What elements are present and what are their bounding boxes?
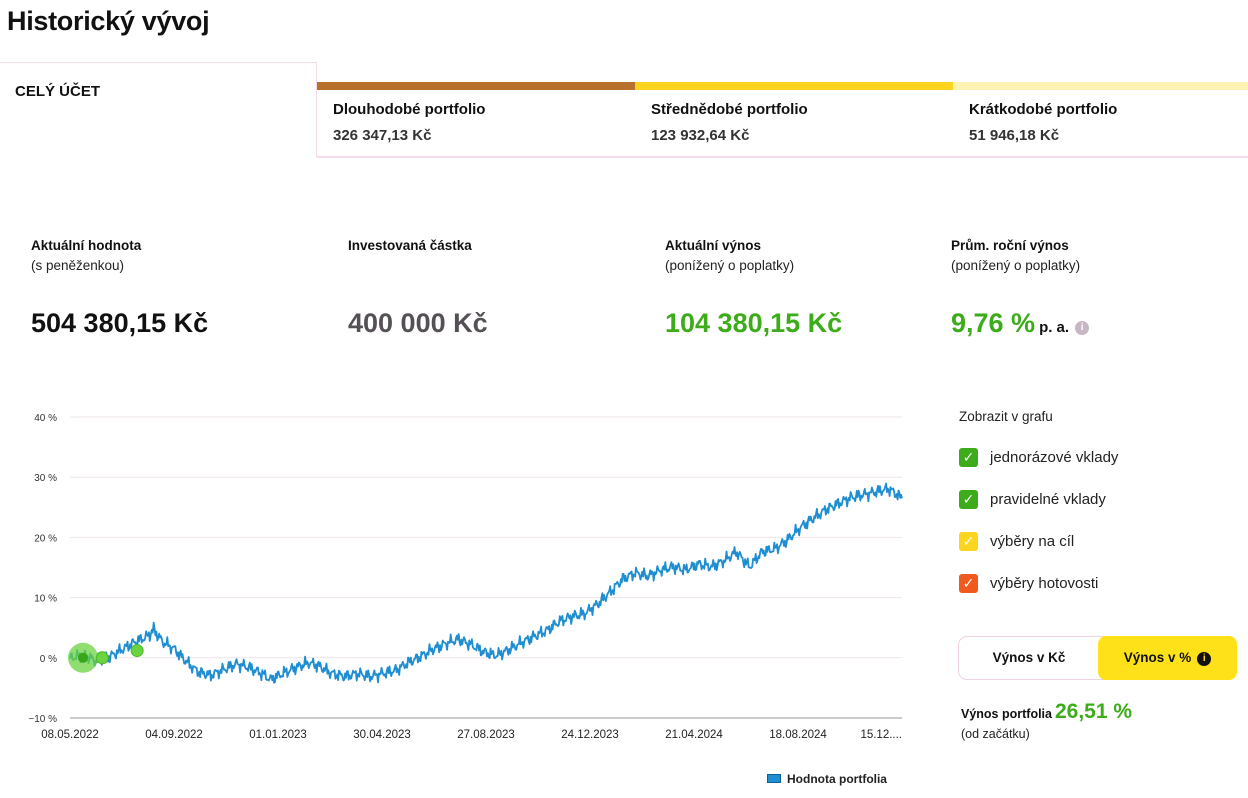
- checkbox-icon[interactable]: ✓: [959, 447, 978, 467]
- x-tick-label: 01.01.2023: [249, 729, 307, 741]
- tab-color-bar: [317, 82, 635, 90]
- tab-long-term-portfolio[interactable]: Dlouhodobé portfolio 326 347,13 Kč: [317, 82, 635, 156]
- x-tick-label: 24.12.2023: [561, 729, 619, 741]
- metric-title: Investovaná částka: [348, 238, 472, 253]
- x-tick-label: 18.08.2024: [769, 729, 827, 741]
- checkbox-icon[interactable]: ✓: [959, 531, 978, 551]
- y-tick-label: 10 %: [34, 594, 57, 605]
- deposit-marker: [130, 644, 144, 658]
- metric-current-value: Aktuální hodnota (s peněženkou) 504 380,…: [31, 236, 321, 338]
- yield-in-czk-button[interactable]: Výnos v Kč: [992, 650, 1066, 665]
- legend-swatch: [767, 774, 781, 783]
- x-tick-label: 08.05.2022: [41, 729, 99, 741]
- metric-current-yield: Aktuální výnos (ponížený o poplatky) 104…: [665, 236, 955, 338]
- yield-in-percent-button[interactable]: Výnos v % i: [1098, 636, 1237, 680]
- y-tick-label: 40 %: [34, 413, 57, 424]
- tab-portfolio-name: Krátkodobé portfolio: [969, 101, 1118, 118]
- tab-portfolio-value: 123 932,64 Kč: [651, 127, 750, 144]
- yield-in-percent-label: Výnos v %: [1123, 650, 1192, 665]
- y-tick-label: −10 %: [28, 714, 57, 725]
- tab-portfolio-name: Střednědobé portfolio: [651, 101, 808, 118]
- portfolio-yield: Výnos portfolia 26,51 %: [961, 700, 1132, 724]
- checkbox-icon[interactable]: ✓: [959, 573, 978, 593]
- metric-subtitle: (ponížený o poplatky): [665, 258, 795, 273]
- portfolio-yield-note: (od začátku): [961, 727, 1030, 741]
- history-chart: 40 % 30 % 20 % 10 % 0 % −10 % 08.05.2022 04.09.…: [0, 400, 910, 798]
- metric-invested-amount: Investovaná částka 400 000 Kč: [348, 236, 638, 338]
- metric-subtitle: (ponížený o poplatky): [951, 258, 1081, 273]
- metric-title: Aktuální výnos: [665, 238, 762, 253]
- page-title: Historický vývoj: [7, 6, 210, 36]
- metric-value-suffix: p. a.: [1039, 319, 1070, 336]
- metric-value: 9,76 %: [951, 308, 1036, 338]
- checkbox-regular-deposits[interactable]: ✓ pravidelné vklady: [959, 489, 1106, 509]
- y-tick-label: 20 %: [34, 533, 57, 544]
- checkbox-cash-withdrawals[interactable]: ✓ výběry hotovosti: [959, 573, 1098, 593]
- metric-avg-annual-yield: Prům. roční výnos (ponížený o poplatky) …: [951, 236, 1241, 338]
- metric-value-row: 9,76 % p. a. i: [951, 308, 1090, 339]
- checkbox-label: výběry na cíl: [990, 532, 1075, 550]
- history-chart-svg: 40 % 30 % 20 % 10 % 0 % −10 % 08.05.2022 04.09.…: [28, 413, 903, 741]
- y-tick-label: 30 %: [34, 473, 57, 484]
- deposit-marker-center: [78, 652, 88, 663]
- checkbox-label: jednorázové vklady: [990, 448, 1119, 466]
- series-line-portfolio-value: [69, 482, 903, 684]
- chart-options-title: Zobrazit v grafu: [959, 409, 1053, 424]
- legend-label: Hodnota portfolia: [787, 772, 887, 786]
- checkbox-one-time-deposits[interactable]: ✓ jednorázové vklady: [959, 447, 1118, 467]
- info-icon[interactable]: i: [1075, 321, 1090, 335]
- x-tick-label: 30.04.2023: [353, 729, 411, 741]
- checkbox-label: výběry hotovosti: [990, 574, 1099, 592]
- x-tick-label: 15.12....: [860, 729, 902, 741]
- checkbox-goal-withdrawals[interactable]: ✓ výběry na cíl: [959, 531, 1074, 551]
- metric-title: Prům. roční výnos: [951, 238, 1069, 253]
- tab-color-bar: [953, 82, 1248, 90]
- portfolio-yield-value: 26,51 %: [1054, 700, 1133, 723]
- tab-whole-account[interactable]: CELÝ ÚČET: [0, 62, 317, 158]
- tab-color-bar: [635, 82, 953, 90]
- tab-portfolio-value: 326 347,13 Kč: [333, 127, 432, 144]
- portfolio-tabs: Dlouhodobé portfolio 326 347,13 Kč Střed…: [316, 82, 1248, 158]
- x-tick-label: 21.04.2024: [665, 729, 723, 741]
- tab-mid-term-portfolio[interactable]: Střednědobé portfolio 123 932,64 Kč: [635, 82, 953, 156]
- metric-value: 104 380,15 Kč: [665, 308, 843, 338]
- metric-subtitle: (s peněženkou): [31, 258, 125, 273]
- checkbox-label: pravidelné vklady: [990, 490, 1106, 508]
- checkbox-icon[interactable]: ✓: [959, 489, 978, 509]
- x-tick-label: 27.08.2023: [457, 729, 515, 741]
- tab-whole-account-label: CELÝ ÚČET: [15, 83, 101, 100]
- portfolio-yield-label: Výnos portfolia: [961, 707, 1052, 721]
- tab-short-term-portfolio[interactable]: Krátkodobé portfolio 51 946,18 Kč: [953, 82, 1248, 156]
- tab-portfolio-name: Dlouhodobé portfolio: [333, 101, 486, 118]
- chart-legend[interactable]: Hodnota portfolia: [767, 772, 887, 786]
- x-tick-label: 04.09.2022: [145, 729, 203, 741]
- metric-value: 504 380,15 Kč: [31, 308, 209, 338]
- metric-value: 400 000 Kč: [348, 308, 488, 338]
- deposit-marker: [95, 651, 109, 665]
- info-icon[interactable]: i: [1197, 652, 1212, 666]
- yield-unit-toggle: Výnos v Kč Výnos v % i: [958, 636, 1237, 680]
- tab-portfolio-value: 51 946,18 Kč: [969, 127, 1060, 144]
- y-tick-label: 0 %: [40, 654, 57, 665]
- metric-title: Aktuální hodnota: [31, 238, 142, 253]
